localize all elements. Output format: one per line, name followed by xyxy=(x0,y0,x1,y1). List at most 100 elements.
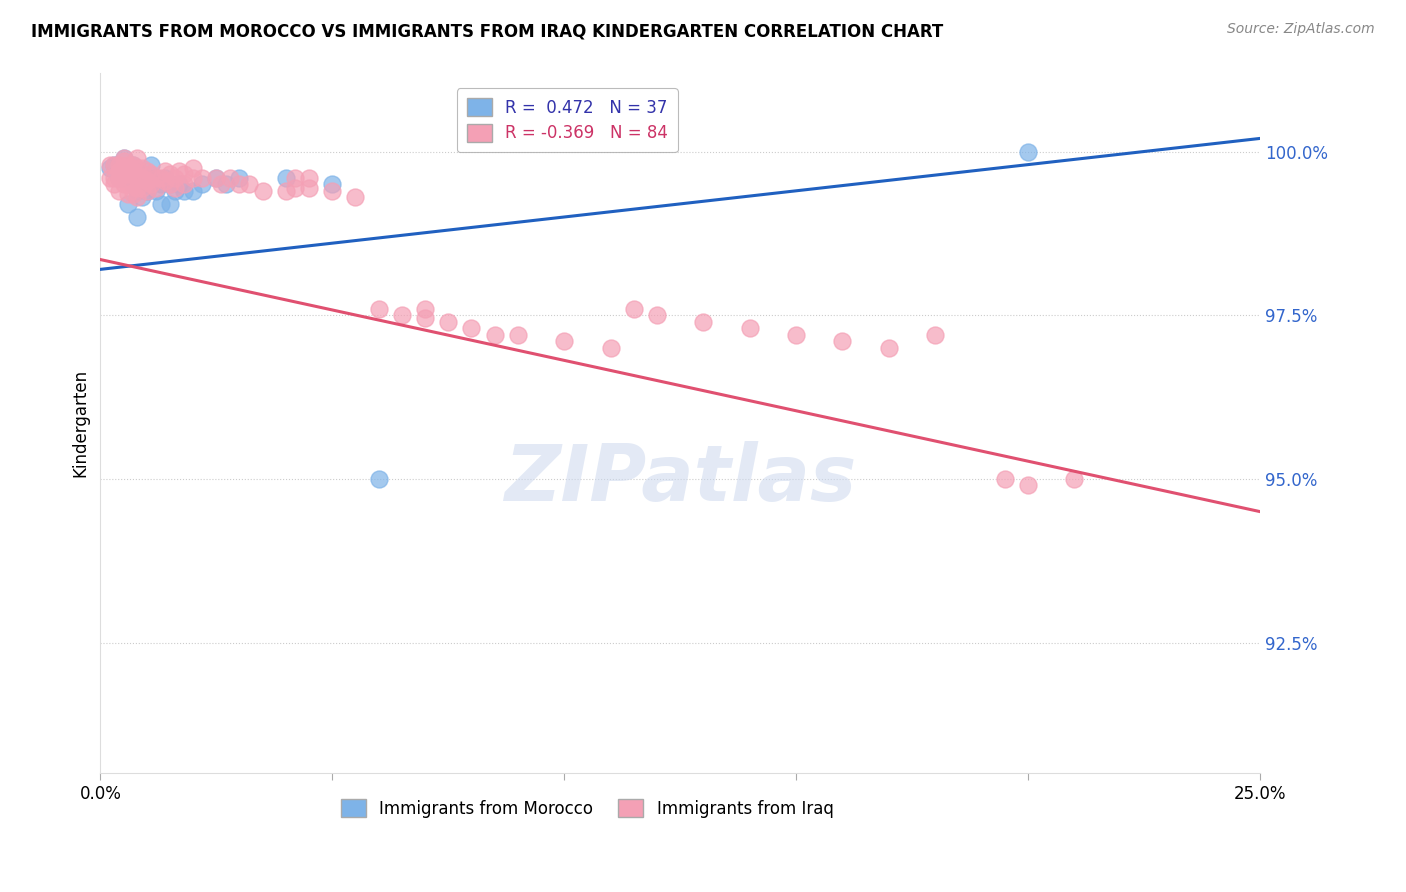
Point xyxy=(181,170,204,185)
Point xyxy=(274,184,297,198)
Point xyxy=(298,180,321,194)
Point xyxy=(413,301,436,316)
Point xyxy=(284,180,307,194)
Point xyxy=(284,170,307,185)
Point xyxy=(127,210,149,224)
Point xyxy=(437,315,460,329)
Point xyxy=(135,184,157,198)
Point xyxy=(159,168,181,182)
Point xyxy=(117,197,139,211)
Point xyxy=(149,178,172,192)
Point xyxy=(1017,478,1039,492)
Text: Source: ZipAtlas.com: Source: ZipAtlas.com xyxy=(1227,22,1375,37)
Point xyxy=(141,178,163,192)
Point xyxy=(141,168,163,182)
Point xyxy=(205,170,228,185)
Point xyxy=(98,161,121,175)
Point xyxy=(209,178,232,192)
Point xyxy=(877,341,900,355)
Point xyxy=(924,327,946,342)
Point xyxy=(298,170,321,185)
Point xyxy=(112,161,135,175)
Point xyxy=(131,161,153,175)
Point xyxy=(214,178,236,192)
Point xyxy=(167,164,190,178)
Point xyxy=(155,170,177,185)
Point xyxy=(141,158,163,172)
Point xyxy=(553,334,575,349)
Point xyxy=(181,184,204,198)
Text: ZIPatlas: ZIPatlas xyxy=(503,442,856,517)
Point xyxy=(159,178,181,192)
Point xyxy=(145,184,167,198)
Point xyxy=(163,170,186,185)
Point xyxy=(145,170,167,185)
Point xyxy=(321,184,343,198)
Point xyxy=(112,151,135,165)
Point xyxy=(112,168,135,182)
Point xyxy=(205,170,228,185)
Point xyxy=(1017,145,1039,159)
Point xyxy=(181,161,204,175)
Point xyxy=(131,190,153,204)
Point xyxy=(173,184,195,198)
Point xyxy=(103,178,125,192)
Text: IMMIGRANTS FROM MOROCCO VS IMMIGRANTS FROM IRAQ KINDERGARTEN CORRELATION CHART: IMMIGRANTS FROM MOROCCO VS IMMIGRANTS FR… xyxy=(31,22,943,40)
Point xyxy=(131,170,153,185)
Point xyxy=(252,184,274,198)
Point xyxy=(155,164,177,178)
Point xyxy=(127,184,149,198)
Point xyxy=(135,174,157,188)
Point xyxy=(108,170,131,185)
Point xyxy=(191,178,214,192)
Point xyxy=(163,184,186,198)
Point xyxy=(135,170,157,185)
Point xyxy=(108,184,131,198)
Point xyxy=(738,321,761,335)
Point xyxy=(173,168,195,182)
Point xyxy=(460,321,482,335)
Point xyxy=(155,174,177,188)
Point xyxy=(127,190,149,204)
Point xyxy=(321,178,343,192)
Point xyxy=(149,197,172,211)
Y-axis label: Kindergarten: Kindergarten xyxy=(72,369,89,477)
Point xyxy=(131,170,153,185)
Point xyxy=(344,190,367,204)
Point xyxy=(121,158,143,172)
Legend: Immigrants from Morocco, Immigrants from Iraq: Immigrants from Morocco, Immigrants from… xyxy=(335,793,841,824)
Point xyxy=(112,154,135,169)
Point xyxy=(191,170,214,185)
Point xyxy=(121,178,143,192)
Point xyxy=(108,170,131,185)
Point xyxy=(103,158,125,172)
Point xyxy=(117,187,139,202)
Point xyxy=(108,164,131,178)
Point xyxy=(135,184,157,198)
Point xyxy=(117,164,139,178)
Point xyxy=(121,168,143,182)
Point xyxy=(163,180,186,194)
Point xyxy=(145,180,167,194)
Point xyxy=(831,334,853,349)
Point xyxy=(173,178,195,192)
Point xyxy=(98,158,121,172)
Point xyxy=(599,341,621,355)
Point xyxy=(117,168,139,182)
Point xyxy=(159,178,181,192)
Point xyxy=(127,161,149,175)
Point xyxy=(623,301,645,316)
Point xyxy=(103,158,125,172)
Point xyxy=(112,170,135,185)
Point xyxy=(108,158,131,172)
Point xyxy=(413,311,436,326)
Point xyxy=(145,170,167,185)
Point xyxy=(274,170,297,185)
Point xyxy=(506,327,529,342)
Point xyxy=(121,187,143,202)
Point xyxy=(367,472,389,486)
Point xyxy=(112,178,135,192)
Point xyxy=(645,308,668,322)
Point xyxy=(98,170,121,185)
Point xyxy=(228,170,250,185)
